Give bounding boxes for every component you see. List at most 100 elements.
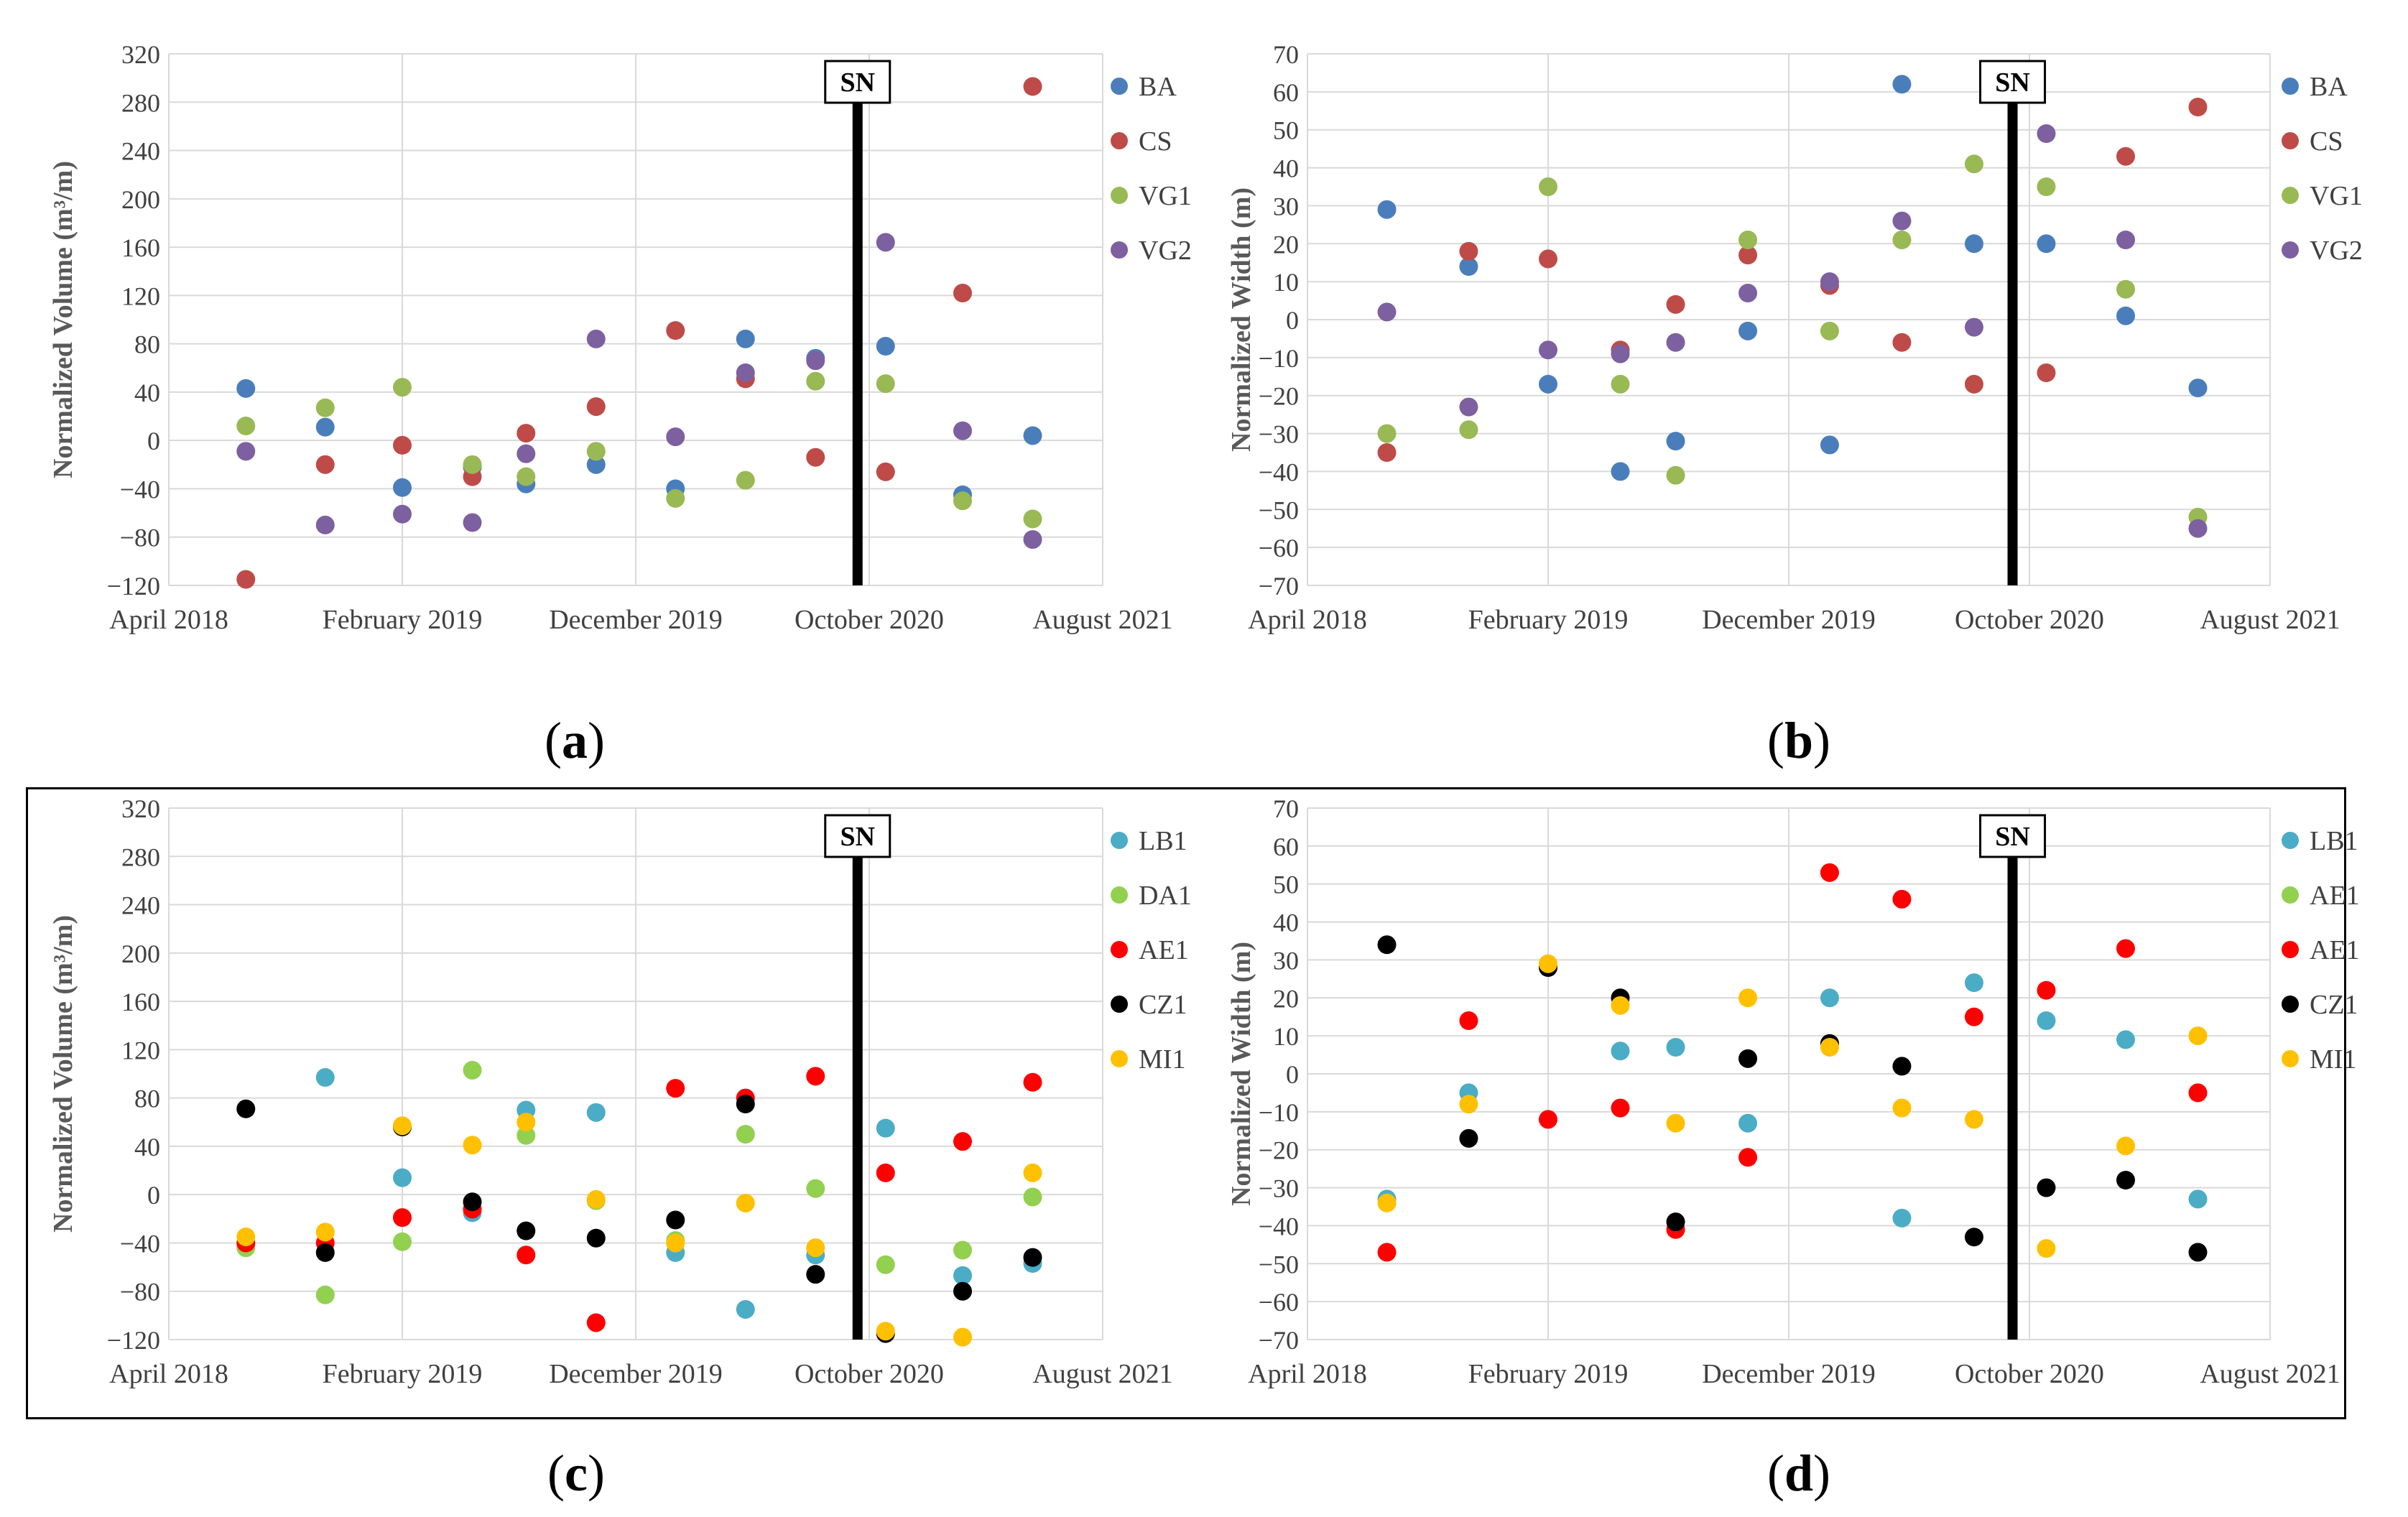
x-tick-label: December 2019: [1702, 1359, 1876, 1389]
y-tick-label: −40: [120, 1229, 160, 1258]
legend-marker: [2282, 996, 2299, 1013]
y-tick-label: −60: [1259, 534, 1299, 562]
data-point-mi1: [1611, 996, 1630, 1015]
data-point-ae1: [953, 1132, 972, 1151]
y-axis-label: Normalized Width (m): [1226, 942, 1256, 1206]
legend-label: VG2: [2310, 236, 2363, 266]
legend-marker: [1111, 832, 1128, 849]
data-point-vg2: [1820, 272, 1839, 292]
legend-label: AE1: [1139, 935, 1189, 965]
x-tick-label: April 2018: [1248, 605, 1367, 635]
y-tick-label: 20: [1273, 984, 1299, 1013]
data-point-vg1: [1377, 424, 1397, 443]
data-point-mi1: [2116, 1136, 2135, 1156]
data-point-vg2: [736, 363, 755, 382]
data-point-lb1: [393, 1168, 412, 1187]
data-point-ae1: [806, 1067, 825, 1086]
legend-marker: [2282, 132, 2299, 149]
data-point-vg2: [1377, 302, 1397, 322]
data-point-ba: [1666, 432, 1685, 451]
data-point-vg1: [1023, 509, 1042, 529]
y-tick-label: 0: [147, 1181, 160, 1210]
y-tick-label: 320: [121, 40, 160, 69]
data-point-cs: [806, 447, 825, 467]
y-tick-label: −10: [1259, 1098, 1299, 1127]
legend-label: CS: [1139, 126, 1172, 157]
lower-row-border: [26, 787, 2346, 1419]
data-point-vg2: [1539, 340, 1557, 360]
y-tick-label: 20: [1273, 230, 1299, 259]
data-point-cs: [236, 570, 256, 589]
data-point-lb1: [1964, 973, 1983, 993]
x-tick-label: December 2019: [549, 1359, 723, 1389]
sn-box: [824, 60, 892, 104]
y-tick-label: −50: [1259, 1250, 1299, 1279]
y-tick-label: 280: [121, 843, 160, 871]
data-point-ba: [1611, 462, 1630, 481]
y-tick-label: −20: [1259, 382, 1299, 411]
y-tick-label: 50: [1273, 116, 1299, 145]
data-point-cz1: [586, 1228, 606, 1248]
legend-label: VG1: [1139, 181, 1192, 211]
data-point-ba: [1377, 200, 1397, 219]
sn-box: [824, 814, 892, 858]
chart-panel-c: −120 −80 −40 0 40 80 120 160 200 240 280 320 April 2…: [29, 790, 1192, 1415]
data-point-cs: [666, 321, 685, 340]
y-tick-label: 0: [147, 427, 160, 455]
data-point-cs: [2116, 147, 2135, 166]
data-point-ae1: [2037, 980, 2056, 1000]
data-point-mi1: [1666, 1113, 1685, 1133]
sn-box: [1979, 814, 2047, 858]
data-point-ba: [1820, 435, 1839, 455]
data-point-mi1: [1738, 988, 1758, 1008]
x-tick-label: February 2019: [1468, 1359, 1629, 1389]
data-point-cz1: [2188, 1243, 2208, 1262]
legend-label: CZ1: [1139, 990, 1187, 1020]
legend-marker: [1111, 1050, 1128, 1067]
data-point-cz1: [666, 1210, 685, 1230]
data-point-ba: [586, 455, 606, 474]
y-tick-label: 0: [1286, 306, 1299, 335]
data-point-mi1: [736, 1193, 755, 1212]
y-tick-label: 240: [121, 137, 160, 166]
x-tick-label: April 2018: [109, 1359, 228, 1389]
data-point-cz1: [1666, 1212, 1685, 1232]
data-point-mi1: [666, 1233, 685, 1253]
data-point-mi1: [236, 1228, 256, 1247]
data-point-mi1: [1459, 1095, 1478, 1114]
x-tick-label: April 2018: [109, 605, 228, 635]
data-point-cz1: [953, 1281, 972, 1301]
data-point-cs: [517, 424, 536, 443]
legend-label: VG1: [2310, 181, 2363, 211]
y-tick-label: 40: [1273, 154, 1299, 183]
data-point-ba: [1459, 257, 1478, 276]
data-point-da1: [1023, 1187, 1042, 1207]
legend-marker: [2282, 1050, 2299, 1067]
y-tick-label: −70: [1259, 1326, 1299, 1355]
data-point-lb1: [586, 1103, 606, 1122]
y-tick-label: −30: [1259, 420, 1299, 449]
data-point-cs: [953, 284, 972, 302]
y-tick-label: 120: [121, 282, 160, 310]
caption-c: (c): [547, 1444, 605, 1502]
data-point-ba: [393, 478, 412, 497]
x-tick-label: October 2020: [795, 605, 944, 635]
data-point-vg1: [806, 371, 825, 391]
data-point-lb1: [1611, 1042, 1630, 1061]
y-axis-label: Normalized Volume (m³/m): [48, 161, 78, 478]
y-tick-label: −10: [1259, 344, 1299, 373]
y-tick-label: 160: [121, 988, 160, 1016]
data-point-vg2: [2116, 231, 2135, 249]
data-point-ae1: [586, 1313, 606, 1332]
y-tick-label: −120: [107, 572, 160, 600]
data-point-cz1: [1023, 1248, 1042, 1267]
chart-panel-d: −70 −60 −50 −40 −30 −20 −10 0 10 20 30 40 50 60 70 Apri…: [1207, 790, 2360, 1415]
y-tick-label: −60: [1259, 1288, 1299, 1317]
data-point-ae1: [1820, 863, 1839, 882]
y-tick-label: 0: [1286, 1060, 1299, 1089]
data-point-vg1: [736, 470, 755, 490]
y-tick-label: −80: [120, 524, 160, 552]
data-point-mi1: [2188, 1026, 2208, 1046]
data-point-cz1: [806, 1265, 825, 1284]
chart-svg-a: −120 −80 −40 0 40 80 120 160 200 240 280 320 April 2…: [48, 40, 1192, 635]
